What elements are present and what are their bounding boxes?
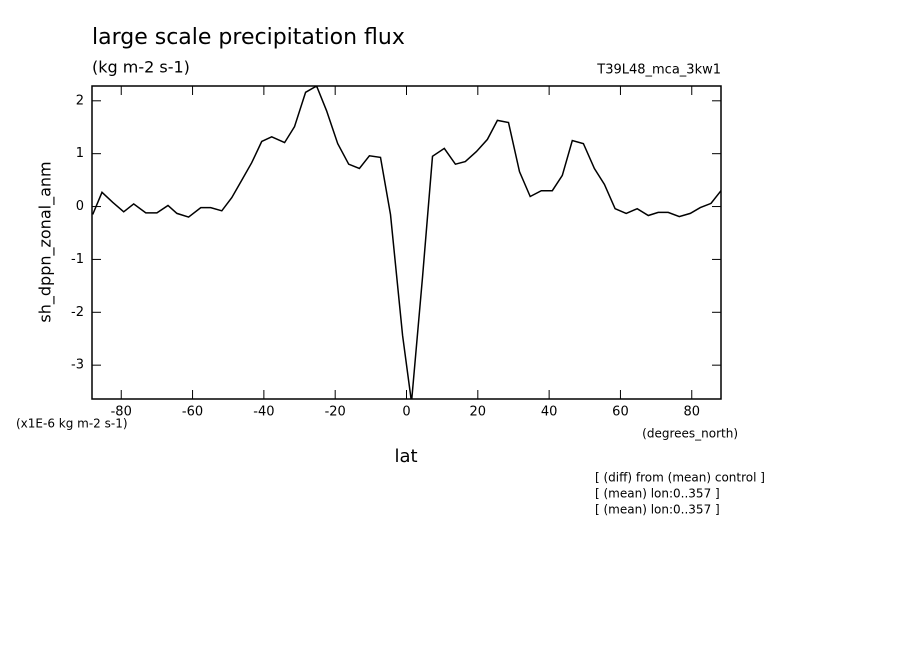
- y-tick-label: -1: [71, 252, 84, 267]
- line: [92, 86, 721, 399]
- note: [ (diff) from (mean) control ]: [595, 471, 765, 485]
- y-tick-label: -2: [71, 305, 84, 320]
- chart-title: large scale precipitation flux: [92, 25, 405, 50]
- x-tick-label: 60: [612, 405, 629, 420]
- x-tick-label: 40: [541, 405, 558, 420]
- note: [ (mean) lon:0..357 ]: [595, 487, 720, 501]
- y-tick-label: 2: [76, 93, 84, 108]
- x-axis-label: lat: [394, 446, 417, 467]
- x-tick-label: 0: [402, 405, 410, 420]
- x-tick-label: -80: [111, 405, 132, 420]
- x-tick-label: 80: [683, 405, 700, 420]
- y-tick-label: 0: [76, 199, 84, 214]
- x-tick-label: -60: [182, 405, 203, 420]
- x-units: (degrees_north): [642, 427, 738, 441]
- y-units: (x1E-6 kg m-2 s-1): [16, 417, 128, 431]
- x-tick-label: 20: [470, 405, 487, 420]
- y-axis-label: sh_dppn_zonal_anm: [36, 161, 56, 322]
- y-tick-label: -3: [71, 358, 84, 373]
- x-tick-label: -20: [325, 405, 346, 420]
- note: [ (mean) lon:0..357 ]: [595, 503, 720, 517]
- x-tick-label: -40: [253, 405, 274, 420]
- dataset-label: T39L48_mca_3kw1: [596, 63, 721, 78]
- y-tick-label: 1: [76, 146, 84, 161]
- plot-frame: [91, 85, 722, 400]
- chart-subtitle: (kg m-2 s-1): [92, 58, 190, 77]
